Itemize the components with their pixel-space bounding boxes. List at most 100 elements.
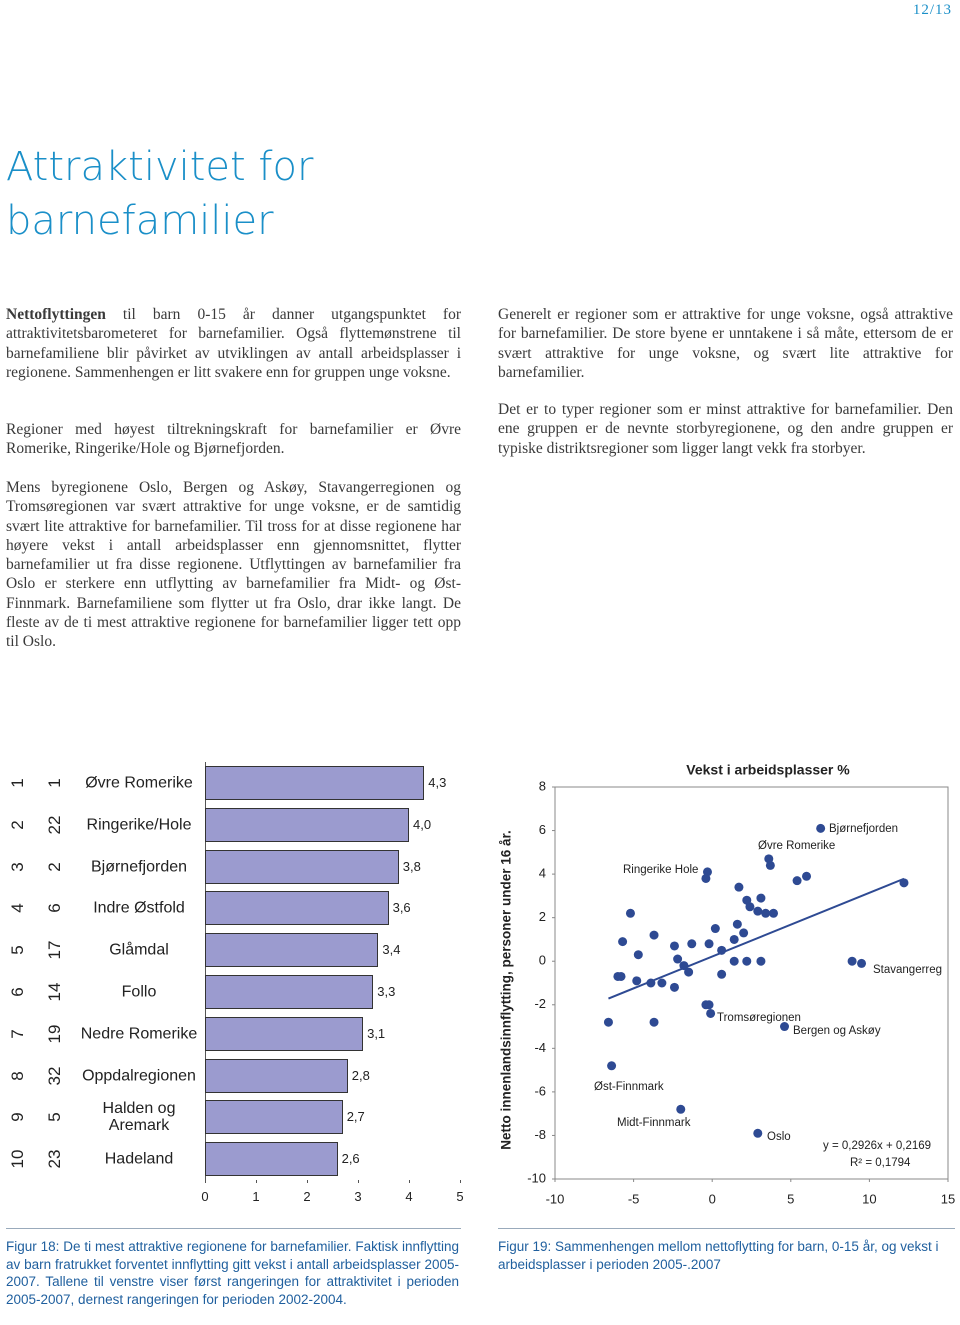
- rank-2005-2007: 4: [8, 903, 27, 914]
- plot-frame: [554, 786, 949, 1180]
- point: [607, 1061, 617, 1071]
- rank-2002-2004: 14: [45, 982, 64, 1002]
- x-tick-label: 5: [787, 1191, 794, 1206]
- point: [857, 958, 867, 968]
- x-tick-label: 15: [941, 1191, 955, 1206]
- rank-2002-2004: 19: [45, 1024, 64, 1044]
- point: [669, 982, 679, 992]
- page-title: Attraktivitet for barnefamilier: [6, 144, 314, 244]
- point: [706, 1008, 716, 1018]
- y-tick-label: -10: [527, 1170, 546, 1185]
- point: [618, 937, 628, 947]
- point: [603, 1017, 613, 1027]
- value-label: 2,7: [346, 1109, 365, 1125]
- point: [649, 930, 659, 940]
- paragraph: Mens byregionene Oslo, Bergen og Askøy, …: [6, 479, 461, 651]
- value-label: 4,0: [413, 816, 432, 832]
- bar: [205, 849, 399, 884]
- annotation: Midt-Finnmark: [617, 1117, 691, 1129]
- x-tick-label: 5: [456, 1189, 464, 1204]
- point: [632, 976, 642, 986]
- category-label: Ringerike/Hole: [86, 816, 192, 834]
- y-tick-label: -2: [534, 996, 546, 1011]
- value-label: 3,3: [377, 983, 396, 999]
- point: [756, 956, 766, 966]
- point: [679, 961, 689, 971]
- x-tick-label: 0: [709, 1191, 716, 1206]
- point: [684, 967, 694, 977]
- point: [673, 954, 683, 964]
- trend-equation: y = 0,2926x + 0,2169: [823, 1140, 931, 1152]
- point: [676, 1104, 686, 1114]
- scatter-chart: Vekst i arbeidsplasser % Netto innenlands…: [499, 762, 956, 1207]
- category-label: Bjørnefjorden: [90, 858, 188, 875]
- bar: [205, 1058, 348, 1093]
- bar: [205, 974, 374, 1009]
- x-tick-label: 2: [303, 1189, 311, 1204]
- point: [753, 1128, 763, 1138]
- point: [780, 1022, 790, 1032]
- x-tick-label: -10: [546, 1191, 565, 1206]
- point: [625, 908, 635, 918]
- caption: Figur 18: De ti mest attraktive regionen…: [6, 1239, 459, 1307]
- annotation: Bjørnefjorden: [829, 823, 898, 835]
- category-label: Indre Østfold: [93, 899, 185, 917]
- value-label: 2,8: [351, 1067, 370, 1083]
- annotation: Stavangerreg: [873, 964, 942, 976]
- point: [717, 945, 727, 955]
- point: [816, 823, 826, 833]
- annotation: Tromsøregionen: [717, 1012, 801, 1024]
- paragraph: Regioner med høyest tiltrekningskraft fo…: [6, 421, 461, 458]
- category-label: Follo: [121, 983, 157, 1001]
- rank-2002-2004: 1: [45, 778, 64, 788]
- y-tick-label: 0: [539, 953, 546, 968]
- point: [729, 956, 739, 966]
- paragraph: Generelt er regioner som er attraktive f…: [498, 306, 953, 381]
- point: [633, 950, 643, 960]
- point: [802, 871, 812, 881]
- category-label: Oppdalregionen: [82, 1067, 196, 1084]
- point: [756, 893, 766, 903]
- bar: [205, 807, 409, 842]
- x-tick-label: 0: [201, 1189, 209, 1204]
- value-label: 4,3: [428, 774, 447, 790]
- rank-2005-2007: 10: [8, 1149, 27, 1169]
- value-label: 3,6: [392, 900, 411, 916]
- tick-mark: [205, 1180, 206, 1183]
- rank-2005-2007: 7: [8, 1028, 27, 1039]
- y-tick-label: -6: [534, 1083, 546, 1098]
- r-squared: R² = 0,1794: [850, 1157, 911, 1169]
- annotation: Ringerike Hole: [623, 864, 698, 876]
- point: [717, 969, 727, 979]
- y-tick-label: 8: [539, 778, 546, 793]
- annotation: Oslo: [767, 1131, 791, 1143]
- bar: [205, 891, 389, 926]
- annotation: Bergen og Askøy: [793, 1025, 881, 1037]
- point: [742, 956, 752, 966]
- rank-2002-2004: 6: [45, 903, 64, 914]
- point: [704, 939, 714, 949]
- text: til barn 0-15 år danner utgangspunktet f…: [6, 306, 462, 381]
- tick-mark: [358, 1180, 359, 1183]
- bar: [205, 765, 425, 800]
- point: [765, 860, 775, 870]
- point: [753, 906, 763, 916]
- point: [792, 876, 802, 886]
- category-label: Halden og Aremark: [102, 1100, 176, 1135]
- bar: [205, 1100, 343, 1135]
- category-label: Glåmdal: [109, 941, 169, 959]
- point: [657, 978, 667, 988]
- point: [732, 919, 742, 929]
- value-label: 2,6: [341, 1151, 360, 1167]
- rank-2005-2007: 9: [8, 1112, 27, 1123]
- page-number: 12/13: [912, 2, 952, 18]
- y-axis-label: Netto innenlandsinnflytting, personer un…: [499, 830, 514, 1150]
- category-label: Nedre Romerike: [80, 1025, 198, 1043]
- rule: [498, 1228, 955, 1229]
- point: [734, 882, 744, 892]
- axis-line: [205, 762, 206, 1180]
- point: [769, 908, 779, 918]
- rank-2002-2004: 17: [45, 940, 64, 960]
- caption: Figur 19: Sammenhengen mellom nettoflytt…: [498, 1239, 939, 1272]
- bar: [205, 1142, 338, 1177]
